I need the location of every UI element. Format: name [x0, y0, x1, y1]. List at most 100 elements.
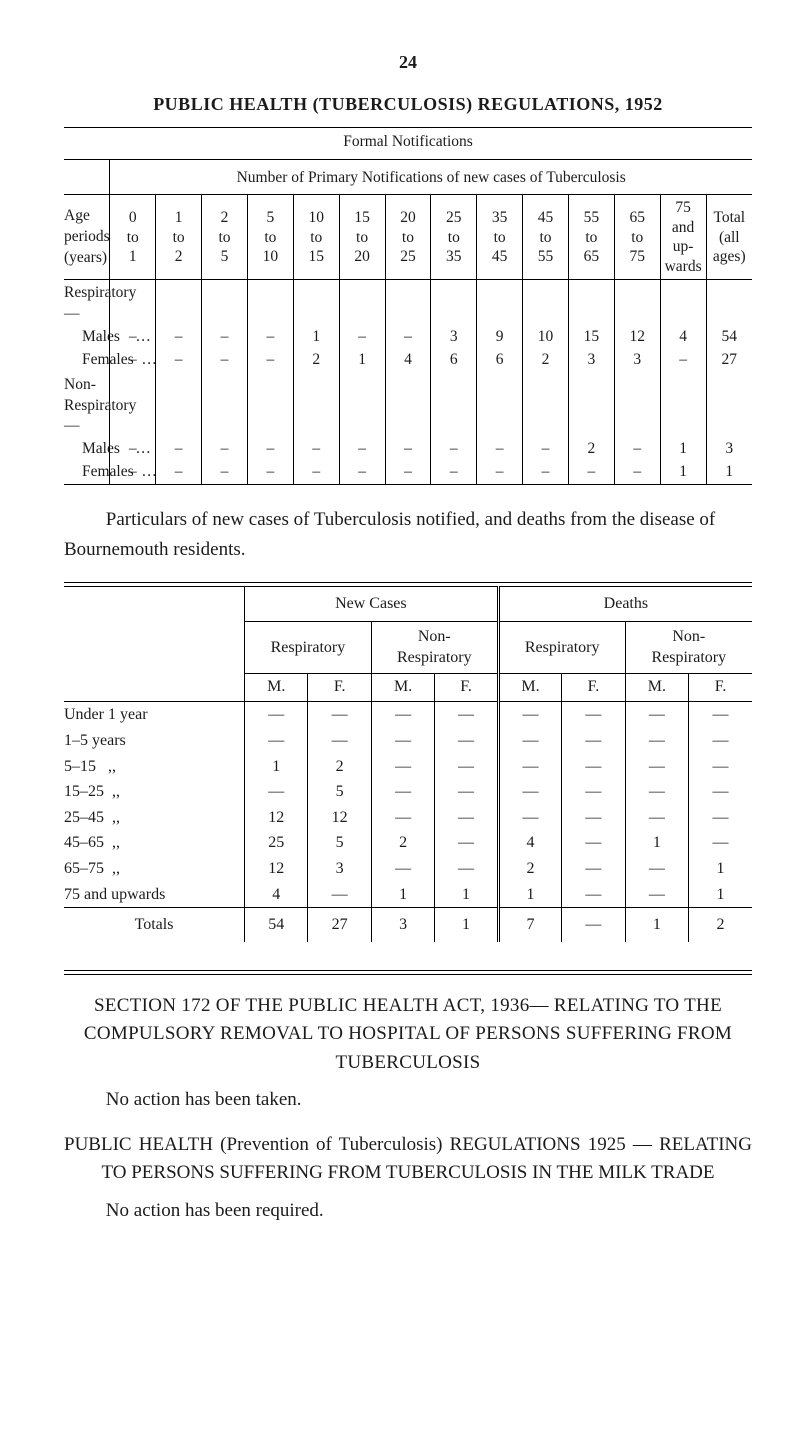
cell: – — [339, 438, 385, 461]
cell: 12 — [308, 805, 371, 831]
cell: — — [371, 728, 434, 754]
mf-header: M. — [371, 673, 434, 702]
blank — [64, 673, 245, 702]
and-upwards-col: 75 andup-wards — [660, 195, 706, 280]
cell: – — [614, 461, 660, 484]
cell: — — [625, 805, 688, 831]
cell: 12 — [245, 805, 308, 831]
cell: – — [477, 461, 523, 484]
cell: 54 — [706, 326, 752, 349]
group-label: Respiratory— — [64, 279, 110, 325]
cell: — — [689, 805, 752, 831]
cell: 1 — [498, 882, 561, 908]
mf-header: F. — [689, 673, 752, 702]
cell: — — [625, 779, 688, 805]
cell: — — [498, 805, 561, 831]
age-col: 5to10 — [247, 195, 293, 280]
age-col: 1to2 — [156, 195, 202, 280]
cell: 12 — [245, 856, 308, 882]
cell: – — [385, 438, 431, 461]
no-action-1: No action has been taken. — [64, 1087, 752, 1113]
row-label: 75 and upwards — [64, 882, 245, 908]
cell: — — [625, 728, 688, 754]
cell: — — [435, 754, 498, 780]
age-col: 35to45 — [477, 195, 523, 280]
row-label: Females … — [64, 349, 110, 372]
cell: — — [308, 728, 371, 754]
cell: 1 — [293, 326, 339, 349]
cell: – — [202, 326, 248, 349]
cell: — — [371, 805, 434, 831]
row-label: Females … — [64, 461, 110, 484]
cell: — — [562, 779, 625, 805]
blank — [64, 621, 245, 673]
cell: 3 — [431, 326, 477, 349]
cell: — — [435, 779, 498, 805]
row-label: Under 1 year — [64, 702, 245, 728]
cell: — — [371, 754, 434, 780]
cell: – — [202, 438, 248, 461]
total-col: Total(allages) — [706, 195, 752, 280]
cell: — — [625, 754, 688, 780]
sub-header: Non-Respiratory — [371, 621, 498, 673]
totals-cell: 54 — [245, 908, 308, 942]
cell: — — [625, 702, 688, 728]
cell: 15 — [568, 326, 614, 349]
cell: 4 — [498, 830, 561, 856]
cell: 1 — [689, 882, 752, 908]
cell: – — [385, 461, 431, 484]
cell: — — [562, 728, 625, 754]
cell: — — [245, 728, 308, 754]
mf-header: F. — [308, 673, 371, 702]
cell: 1 — [660, 461, 706, 484]
cell: 2 — [293, 349, 339, 372]
cell: — — [435, 728, 498, 754]
cell: 5 — [308, 779, 371, 805]
cell: 6 — [431, 349, 477, 372]
cell: — — [498, 702, 561, 728]
no-action-2: No action has been required. — [64, 1198, 752, 1224]
cell: – — [156, 461, 202, 484]
cases-deaths-table: New CasesDeathsRespiratoryNon-Respirator… — [64, 586, 752, 942]
cell: — — [562, 805, 625, 831]
cell: — — [689, 830, 752, 856]
section-172: SECTION 172 OF THE PUBLIC HEALTH ACT, 19… — [64, 992, 752, 1078]
cell: 4 — [660, 326, 706, 349]
row-label: 45–65 ,, — [64, 830, 245, 856]
cell: — — [371, 856, 434, 882]
cell: 2 — [308, 754, 371, 780]
cell: — — [435, 856, 498, 882]
sub-header: Respiratory — [498, 621, 625, 673]
cell: – — [202, 349, 248, 372]
cell: 4 — [245, 882, 308, 908]
cell: – — [431, 461, 477, 484]
cell: 3 — [308, 856, 371, 882]
cell: – — [247, 349, 293, 372]
page-number: 24 — [64, 50, 752, 74]
age-col: 65to75 — [614, 195, 660, 280]
cell: – — [385, 326, 431, 349]
cell: – — [339, 326, 385, 349]
cell: — — [562, 702, 625, 728]
cell: — — [625, 856, 688, 882]
cell: 2 — [523, 349, 569, 372]
age-col: 2to5 — [202, 195, 248, 280]
mf-header: M. — [498, 673, 561, 702]
cell: 1 — [435, 882, 498, 908]
cell: – — [293, 461, 339, 484]
cell: – — [156, 438, 202, 461]
cell: 25 — [245, 830, 308, 856]
cell: — — [562, 830, 625, 856]
formal-header: Formal Notifications — [64, 127, 752, 159]
cell: — — [371, 702, 434, 728]
cell: – — [614, 438, 660, 461]
cell: — — [498, 728, 561, 754]
totals-cell: 1 — [625, 908, 688, 942]
cell: — — [435, 702, 498, 728]
cell: 2 — [371, 830, 434, 856]
cell: — — [562, 754, 625, 780]
row-label: 15–25 ,, — [64, 779, 245, 805]
cell: 12 — [614, 326, 660, 349]
cell: 5 — [308, 830, 371, 856]
cell: – — [247, 438, 293, 461]
